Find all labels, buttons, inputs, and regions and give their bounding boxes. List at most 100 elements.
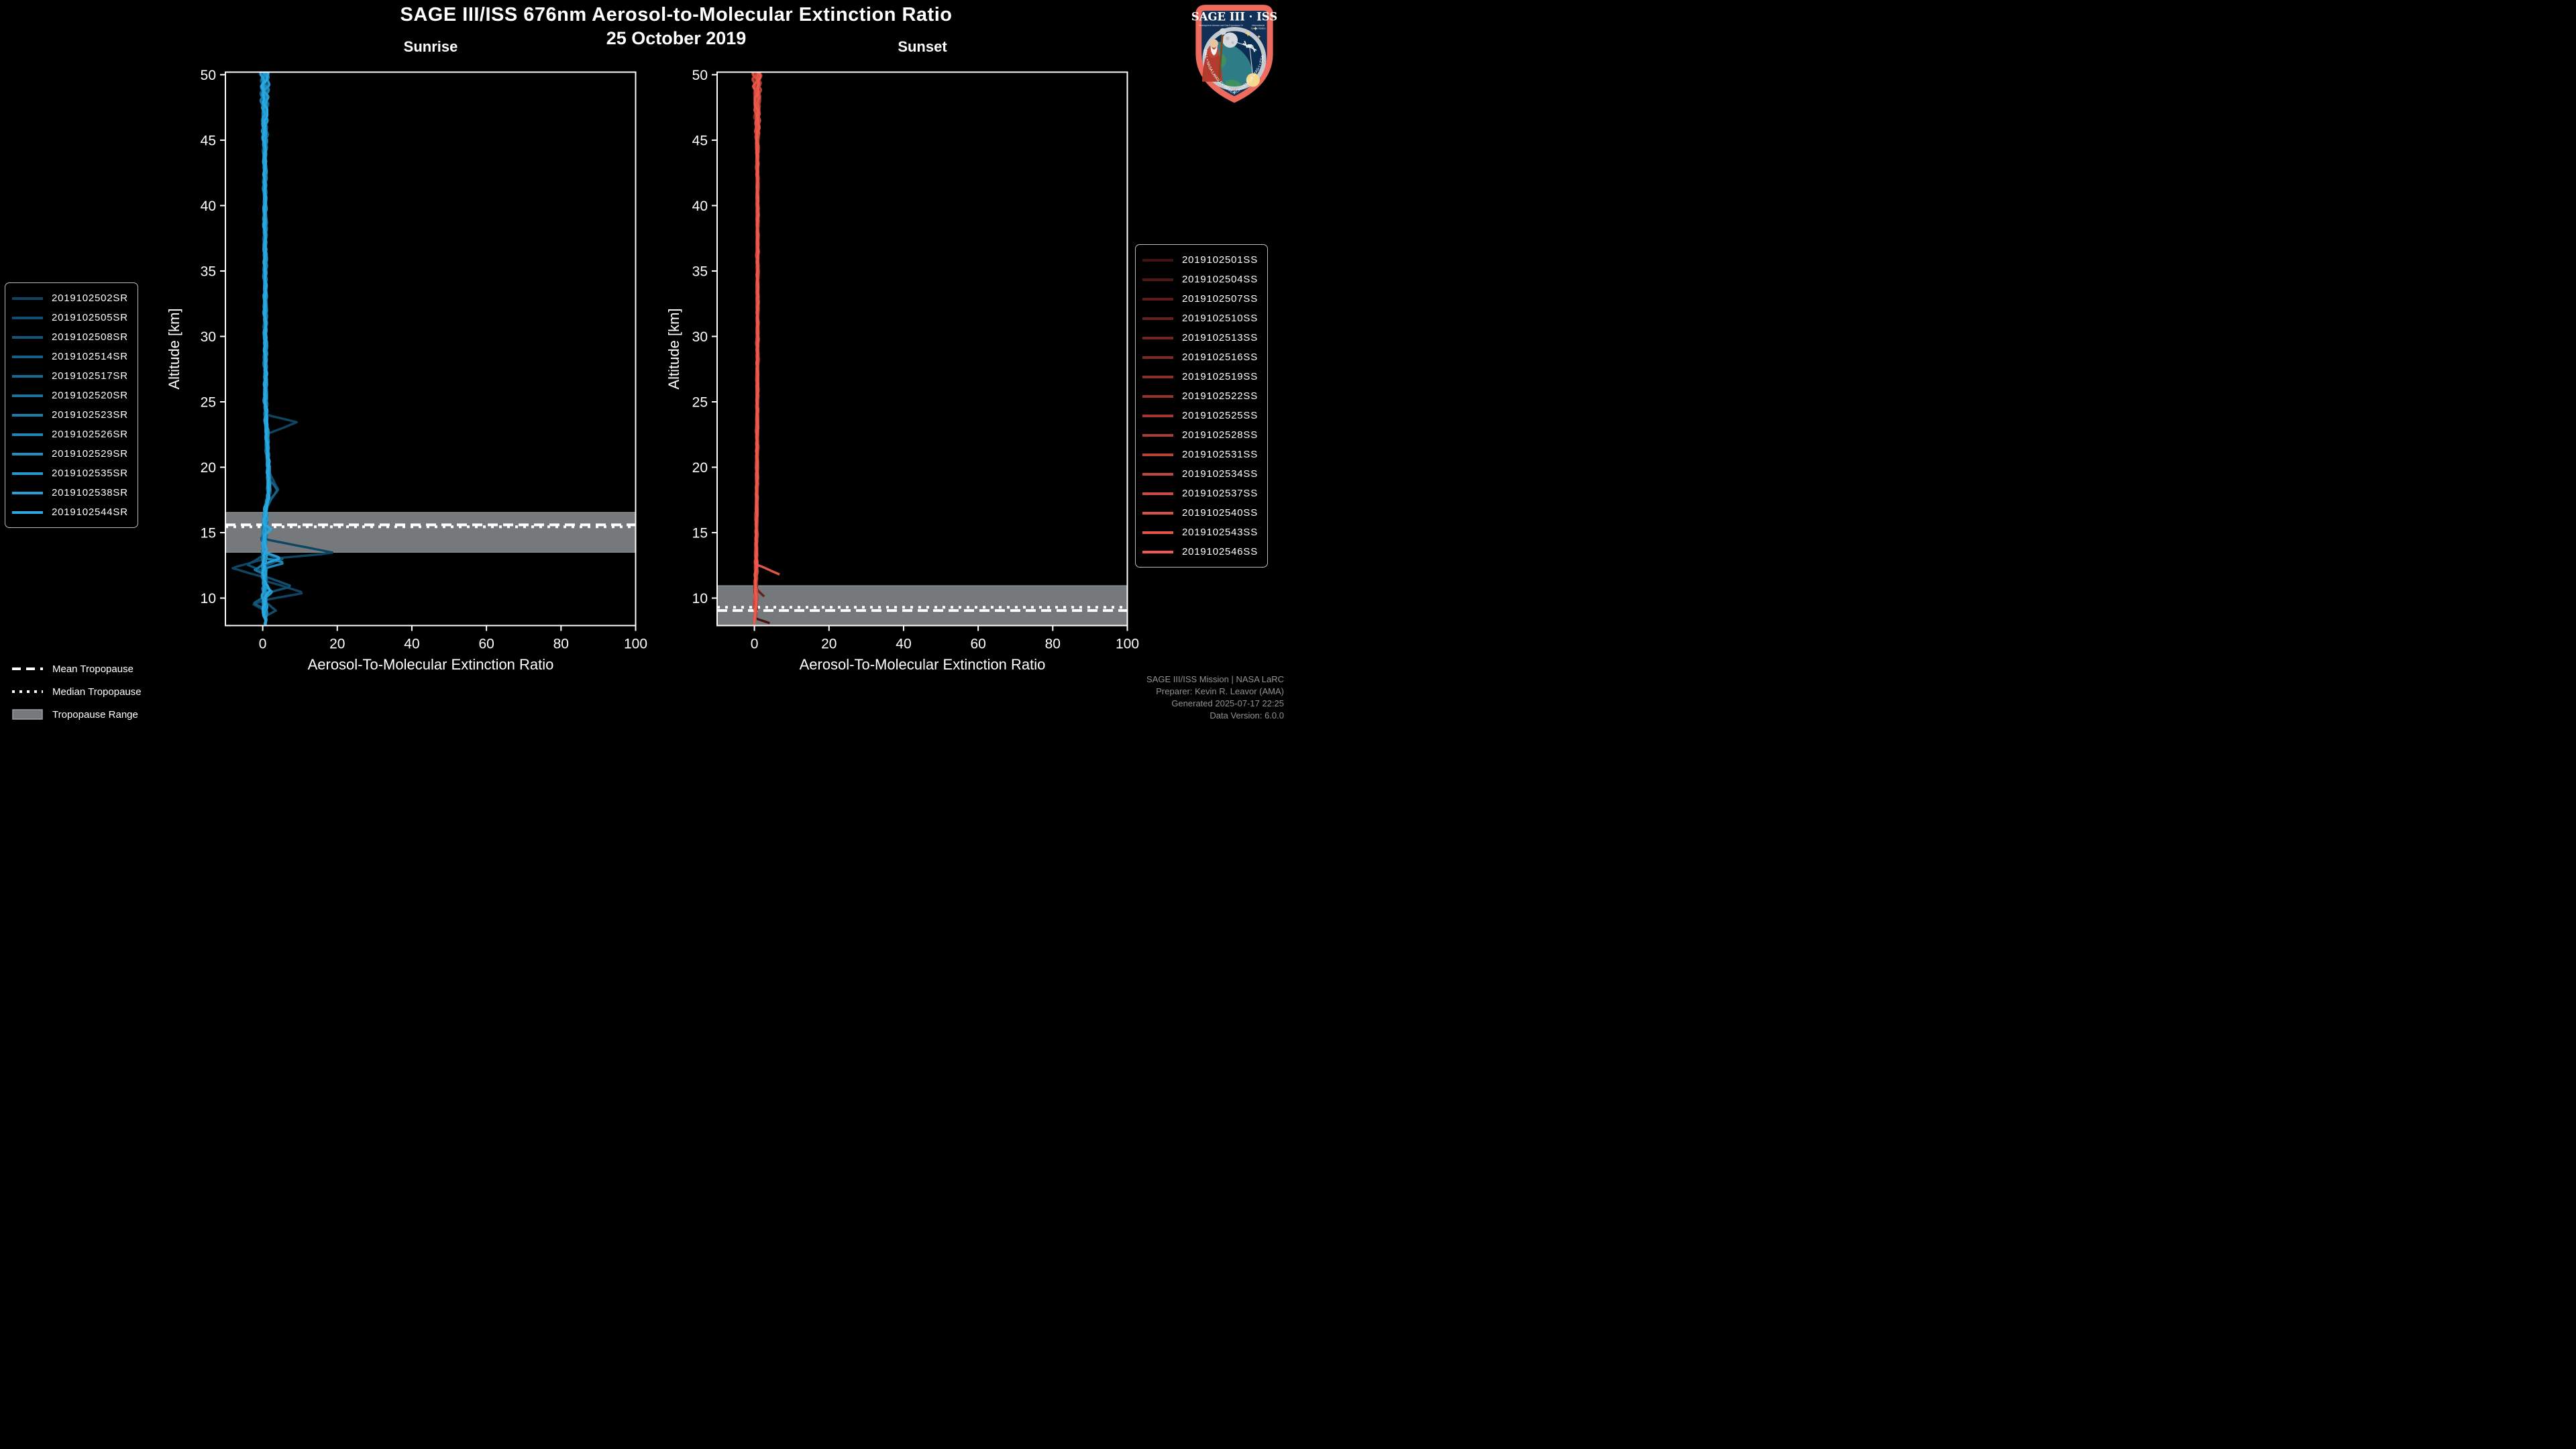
legend-label: Mean Tropopause	[52, 663, 133, 675]
x-tick-label: 20	[329, 637, 345, 652]
legend-item-2019102510SS: 2019102510SS	[1142, 309, 1258, 328]
sunset-x-axis-label: Aerosol-To-Molecular Extinction Ratio	[799, 656, 1046, 673]
legend-item-2019102501SS: 2019102501SS	[1142, 250, 1258, 270]
legend-item-2019102529SR: 2019102529SR	[12, 444, 128, 464]
x-tick-label: 80	[553, 637, 569, 652]
legend-line-icon	[12, 413, 43, 417]
legend-line-icon	[1142, 414, 1173, 417]
figure-date: 25 October 2019	[606, 28, 747, 48]
y-tick-label: 15	[692, 526, 708, 541]
y-tick-label: 45	[201, 133, 216, 148]
legend-label: 2019102525SS	[1182, 410, 1258, 421]
x-tick-label: 40	[404, 637, 419, 652]
father-time-figure	[1201, 28, 1226, 82]
y-tick-label: 35	[201, 264, 216, 279]
legend-label: 2019102501SS	[1182, 254, 1258, 266]
legend-line-icon	[1142, 278, 1173, 281]
legend-line-icon	[12, 316, 43, 319]
legend-item-2019102538SR: 2019102538SR	[12, 483, 128, 502]
legend-item-2019102537SS: 2019102537SS	[1142, 484, 1258, 503]
legend-label: 2019102513SS	[1182, 332, 1258, 343]
legend-label: 2019102514SR	[52, 351, 128, 362]
legend-label: 2019102516SS	[1182, 352, 1258, 363]
legend-line-icon	[1142, 433, 1173, 437]
legend-line-icon	[12, 452, 43, 455]
y-tick-label: 10	[201, 591, 216, 606]
axes-frame	[225, 71, 637, 627]
legend-item-2019102508SR: 2019102508SR	[12, 327, 128, 347]
legend-label: 2019102540SS	[1182, 507, 1258, 519]
attribution-block: SAGE III/ISS Mission | NASA LaRC Prepare…	[1146, 674, 1284, 722]
y-tick-label: 20	[692, 460, 708, 476]
moon-crater	[1231, 41, 1234, 44]
x-tick-label: 0	[751, 637, 759, 652]
moon-icon	[1222, 32, 1238, 48]
legend-label: 2019102523SR	[52, 409, 128, 421]
y-tick-label: 20	[201, 460, 216, 476]
legend-line-icon	[1142, 453, 1173, 456]
patch-subtitle-right-2: Space Station	[1250, 27, 1265, 30]
legend-line-icon	[1142, 375, 1173, 378]
dashed-line-icon	[12, 667, 43, 670]
attribution-preparer: Preparer: Kevin R. Leavor (AMA)	[1156, 686, 1284, 696]
legend-item-2019102502SR: 2019102502SR	[12, 288, 128, 308]
figure-title: SAGE III/ISS 676nm Aerosol-to-Molecular …	[400, 4, 953, 25]
legend-line-icon	[12, 355, 43, 358]
attribution-data-version: Data Version: 6.0.0	[1210, 710, 1284, 720]
iss-icon	[1242, 40, 1257, 52]
sunrise-plot: 0 20 40 60 80 100 10 15 20 25 30 35 40 45 50	[201, 68, 647, 652]
legend-item-2019102517SR: 2019102517SR	[12, 366, 128, 386]
legend-item-2019102523SR: 2019102523SR	[12, 405, 128, 425]
legend-line-icon	[12, 491, 43, 494]
y-tick-label: 25	[201, 394, 216, 410]
axes-frame	[716, 71, 1128, 627]
legend-label: 2019102535SR	[52, 468, 128, 479]
legend-item-2019102522SS: 2019102522SS	[1142, 386, 1258, 406]
legend-item-2019102516SS: 2019102516SS	[1142, 347, 1258, 367]
legend-item-2019102535SR: 2019102535SR	[12, 464, 128, 483]
x-tick-label: 80	[1045, 637, 1061, 652]
y-tick-label: 25	[692, 394, 708, 410]
legend-item-2019102526SR: 2019102526SR	[12, 425, 128, 444]
legend-item-2019102520SR: 2019102520SR	[12, 386, 128, 405]
y-tick-label: 40	[201, 199, 216, 214]
x-tick-label: 100	[624, 637, 647, 652]
legend-label: Tropopause Range	[52, 708, 138, 720]
sage-iii-iss-mission-patch: SAGE III · ISS Stratospheric Aerosol and…	[1191, 5, 1277, 103]
legend-line-icon	[12, 394, 43, 397]
y-tick-label: 10	[692, 591, 708, 606]
sunset-plot: 0 20 40 60 80 100 10 15 20 25 30 35 40 45 50	[692, 68, 1139, 652]
legend-item-mean-tropopause: Mean Tropopause	[12, 657, 142, 680]
legend-line-icon	[12, 297, 43, 300]
legend-item-2019102546SS: 2019102546SS	[1142, 542, 1258, 561]
legend-line-icon	[1142, 317, 1173, 320]
legend-label: 2019102522SS	[1182, 390, 1258, 402]
legend-label: 2019102528SS	[1182, 429, 1258, 441]
legend-label: 2019102520SR	[52, 390, 128, 401]
y-tick-label: 30	[201, 329, 216, 345]
legend-label: 2019102508SR	[52, 331, 128, 343]
legend-item-2019102534SS: 2019102534SS	[1142, 464, 1258, 484]
legend-label: 2019102529SR	[52, 448, 128, 460]
legend-label: 2019102546SS	[1182, 546, 1258, 557]
legend-line-icon	[1142, 336, 1173, 339]
sunset-y-axis-label: Altitude [km]	[665, 308, 682, 390]
legend-item-median-tropopause: Median Tropopause	[12, 680, 142, 703]
legend-label: 2019102526SR	[52, 429, 128, 440]
legend-label: 2019102504SS	[1182, 274, 1258, 285]
moon-crater	[1226, 36, 1230, 40]
legend-label: 2019102517SR	[52, 370, 128, 382]
legend-label: 2019102543SS	[1182, 527, 1258, 538]
y-tick-label: 35	[692, 264, 708, 279]
legend-item-2019102505SR: 2019102505SR	[12, 308, 128, 327]
sunrise-y-axis-label: Altitude [km]	[166, 308, 182, 390]
patch-subtitle-left: Stratospheric Aerosol and Gas Experiment…	[1199, 24, 1243, 27]
sunrise-event-legend: 2019102502SR 2019102505SR 2019102508SR 2019…	[5, 282, 138, 528]
legend-label: 2019102531SS	[1182, 449, 1258, 460]
legend-label: 2019102534SS	[1182, 468, 1258, 480]
legend-line-icon	[1142, 394, 1173, 398]
y-tick-label: 50	[201, 68, 216, 83]
legend-item-2019102543SS: 2019102543SS	[1142, 523, 1258, 542]
legend-item-2019102544SR: 2019102544SR	[12, 502, 128, 522]
legend-line-icon	[12, 511, 43, 514]
